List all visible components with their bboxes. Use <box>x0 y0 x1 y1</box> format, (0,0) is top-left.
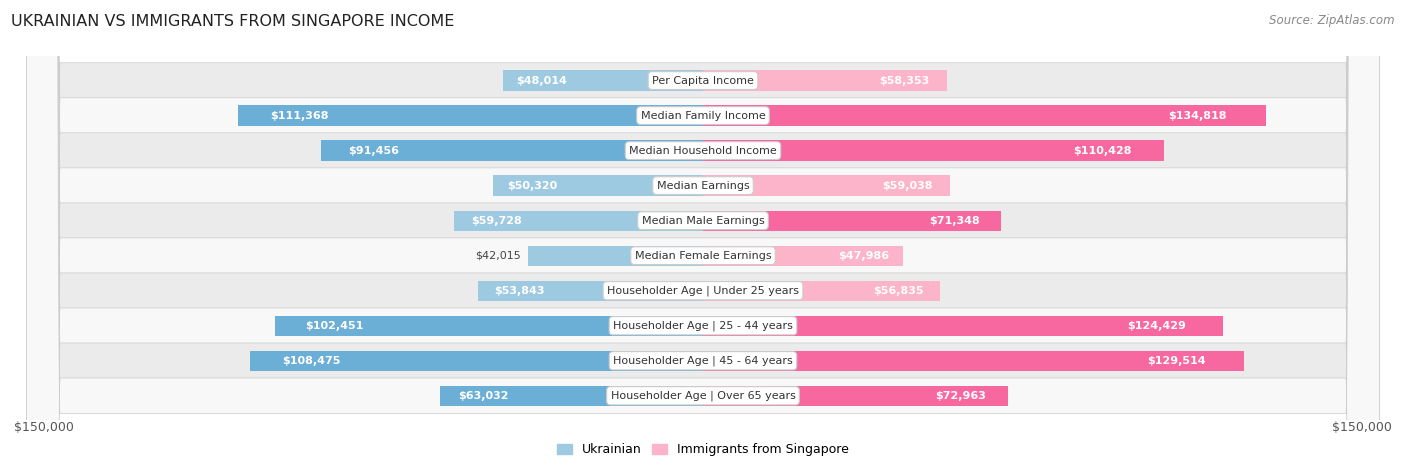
Bar <box>703 386 1008 406</box>
FancyBboxPatch shape <box>27 0 1379 467</box>
Text: $71,348: $71,348 <box>929 216 980 226</box>
Text: $53,843: $53,843 <box>494 286 544 296</box>
Text: $56,835: $56,835 <box>873 286 924 296</box>
Bar <box>703 211 1001 231</box>
Bar <box>502 71 703 91</box>
Bar <box>703 106 1265 126</box>
Bar <box>703 71 946 91</box>
Bar <box>238 106 703 126</box>
Bar <box>703 176 949 196</box>
Text: $110,428: $110,428 <box>1073 146 1132 156</box>
Text: Householder Age | Over 65 years: Householder Age | Over 65 years <box>610 390 796 401</box>
FancyBboxPatch shape <box>27 0 1379 467</box>
FancyBboxPatch shape <box>27 0 1379 467</box>
Text: $59,038: $59,038 <box>882 181 932 191</box>
Text: $58,353: $58,353 <box>879 76 929 85</box>
Text: Median Household Income: Median Household Income <box>628 146 778 156</box>
Bar <box>454 211 703 231</box>
FancyBboxPatch shape <box>27 0 1379 467</box>
Text: $102,451: $102,451 <box>305 321 364 331</box>
Bar <box>703 246 904 266</box>
Text: $48,014: $48,014 <box>516 76 568 85</box>
Text: $134,818: $134,818 <box>1168 111 1226 120</box>
Text: Householder Age | 25 - 44 years: Householder Age | 25 - 44 years <box>613 320 793 331</box>
Text: $124,429: $124,429 <box>1128 321 1187 331</box>
FancyBboxPatch shape <box>27 0 1379 467</box>
Bar <box>703 351 1244 371</box>
Text: $150,000: $150,000 <box>1331 421 1392 434</box>
Bar <box>276 316 703 336</box>
Bar <box>478 281 703 301</box>
Text: Householder Age | Under 25 years: Householder Age | Under 25 years <box>607 285 799 296</box>
Text: Householder Age | 45 - 64 years: Householder Age | 45 - 64 years <box>613 355 793 366</box>
Text: Median Male Earnings: Median Male Earnings <box>641 216 765 226</box>
Text: $108,475: $108,475 <box>281 356 340 366</box>
Bar <box>440 386 703 406</box>
Legend: Ukrainian, Immigrants from Singapore: Ukrainian, Immigrants from Singapore <box>553 439 853 461</box>
FancyBboxPatch shape <box>27 0 1379 467</box>
Text: $42,015: $42,015 <box>475 251 522 261</box>
Text: Source: ZipAtlas.com: Source: ZipAtlas.com <box>1270 14 1395 27</box>
FancyBboxPatch shape <box>27 0 1379 467</box>
Bar <box>703 281 941 301</box>
FancyBboxPatch shape <box>27 0 1379 467</box>
Text: Median Family Income: Median Family Income <box>641 111 765 120</box>
Bar <box>250 351 703 371</box>
Bar <box>494 176 703 196</box>
Text: $50,320: $50,320 <box>508 181 558 191</box>
Text: $111,368: $111,368 <box>270 111 329 120</box>
Bar <box>703 141 1164 161</box>
FancyBboxPatch shape <box>27 0 1379 467</box>
Text: $47,986: $47,986 <box>838 251 890 261</box>
Text: $59,728: $59,728 <box>471 216 522 226</box>
Bar <box>703 316 1223 336</box>
Text: Per Capita Income: Per Capita Income <box>652 76 754 85</box>
Text: $72,963: $72,963 <box>935 391 987 401</box>
Bar <box>321 141 703 161</box>
Text: $91,456: $91,456 <box>347 146 399 156</box>
Text: $129,514: $129,514 <box>1147 356 1206 366</box>
Bar <box>527 246 703 266</box>
Text: UKRAINIAN VS IMMIGRANTS FROM SINGAPORE INCOME: UKRAINIAN VS IMMIGRANTS FROM SINGAPORE I… <box>11 14 454 29</box>
Text: Median Earnings: Median Earnings <box>657 181 749 191</box>
Text: Median Female Earnings: Median Female Earnings <box>634 251 772 261</box>
Text: $63,032: $63,032 <box>458 391 509 401</box>
FancyBboxPatch shape <box>27 0 1379 467</box>
Text: $150,000: $150,000 <box>14 421 75 434</box>
